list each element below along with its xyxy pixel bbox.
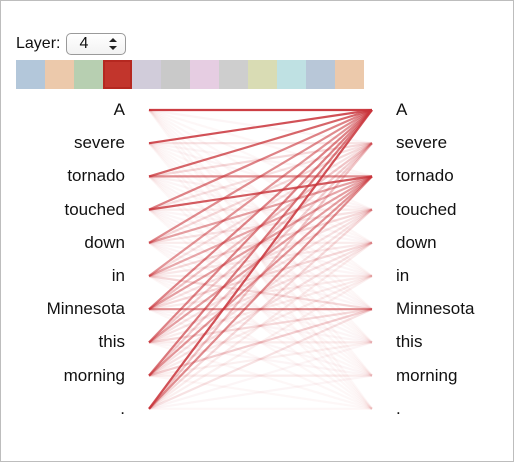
head-swatch-1[interactable] <box>16 60 45 89</box>
attention-line <box>148 108 373 145</box>
left-token[interactable]: in <box>111 266 125 285</box>
head-swatch-6[interactable] <box>161 60 190 89</box>
layer-select-value: 4 <box>79 35 89 52</box>
right-token[interactable]: down <box>396 232 437 252</box>
attention-line <box>148 275 373 410</box>
attention-line <box>148 109 373 410</box>
attention-line <box>148 241 373 377</box>
head-swatch-12[interactable] <box>335 60 364 89</box>
attention-line <box>148 308 373 377</box>
attention-line <box>148 108 373 211</box>
attention-head-swatches <box>16 60 364 89</box>
head-swatch-11[interactable] <box>306 60 335 89</box>
right-token[interactable]: severe <box>396 133 448 153</box>
attention-line <box>148 109 373 277</box>
attention-line <box>148 275 373 410</box>
left-token[interactable]: down <box>84 232 125 252</box>
left-token[interactable]: touched <box>64 199 126 219</box>
attention-line <box>148 374 373 410</box>
attention-line <box>148 341 373 410</box>
attention-line <box>148 374 373 410</box>
head-swatch-7[interactable] <box>190 60 219 89</box>
right-token[interactable]: . <box>396 398 401 418</box>
left-token[interactable]: severe <box>73 133 125 153</box>
head-swatch-10[interactable] <box>277 60 306 89</box>
attention-line <box>148 208 373 410</box>
attention-line <box>148 109 373 311</box>
head-swatch-3[interactable] <box>74 60 103 89</box>
attention-line <box>148 308 373 410</box>
attention-line <box>148 308 373 377</box>
attention-line <box>148 241 373 410</box>
right-token[interactable]: this <box>396 332 423 352</box>
right-token[interactable]: Minnesota <box>396 299 475 319</box>
attention-line <box>148 274 373 377</box>
right-token[interactable]: A <box>396 100 408 119</box>
attention-line <box>148 175 373 410</box>
left-token[interactable]: . <box>120 398 125 418</box>
attention-line <box>148 109 373 244</box>
attention-line <box>148 109 373 377</box>
head-swatch-5[interactable] <box>132 60 161 89</box>
layer-label: Layer: <box>16 35 61 52</box>
right-token[interactable]: tornado <box>396 166 454 186</box>
attention-line <box>148 341 373 410</box>
left-token[interactable]: A <box>113 100 125 119</box>
attention-line <box>148 308 373 344</box>
head-swatch-8[interactable] <box>219 60 248 89</box>
right-token[interactable]: morning <box>396 365 458 385</box>
layer-control: Layer: 4 <box>16 32 127 56</box>
attention-line <box>148 341 373 377</box>
left-token[interactable]: this <box>98 332 125 352</box>
attention-line <box>148 108 373 178</box>
head-swatch-2[interactable] <box>45 60 74 89</box>
layer-select[interactable]: 4 <box>66 33 127 55</box>
attention-line <box>148 175 373 377</box>
attention-line <box>148 241 373 410</box>
head-swatch-4[interactable] <box>103 60 132 89</box>
attention-line <box>148 308 373 410</box>
right-token[interactable]: touched <box>396 199 457 219</box>
head-swatch-9[interactable] <box>248 60 277 89</box>
right-token[interactable]: in <box>396 266 410 285</box>
left-token[interactable]: morning <box>63 365 125 385</box>
left-token[interactable]: tornado <box>67 166 125 186</box>
attention-line <box>148 142 373 410</box>
left-token[interactable]: Minnesota <box>46 299 125 319</box>
stepper-arrows-icon <box>109 38 118 50</box>
attention-line <box>148 308 373 344</box>
attention-line <box>148 109 373 344</box>
